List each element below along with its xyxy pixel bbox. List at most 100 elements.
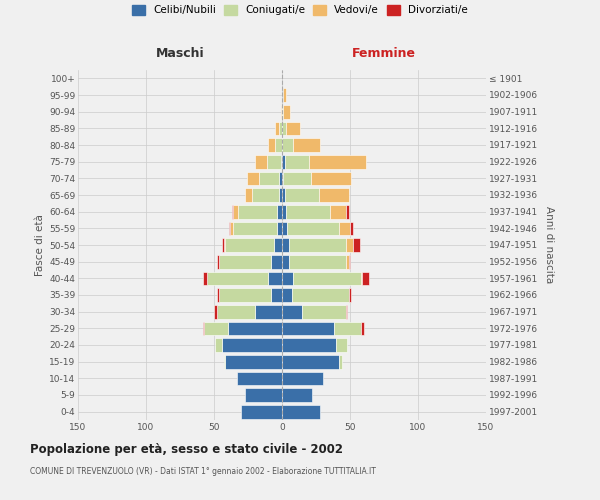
Bar	[220, 255, 271, 268]
Bar	[214, 305, 217, 318]
Bar	[217, 288, 220, 302]
Bar	[229, 222, 230, 235]
Bar	[285, 188, 319, 202]
Bar	[282, 238, 289, 252]
Bar	[207, 272, 268, 285]
Bar	[282, 338, 337, 352]
Bar	[245, 188, 252, 202]
Bar	[349, 255, 350, 268]
Bar	[241, 405, 282, 418]
Bar	[283, 105, 290, 118]
Bar	[293, 272, 361, 285]
Bar	[275, 138, 282, 152]
Bar	[287, 222, 339, 235]
Bar	[267, 155, 281, 168]
Bar	[349, 288, 352, 302]
Bar	[279, 122, 282, 135]
Bar	[282, 305, 302, 318]
Bar	[282, 405, 320, 418]
Bar	[279, 188, 282, 202]
Bar	[282, 388, 312, 402]
Bar	[277, 205, 282, 218]
Bar	[205, 322, 227, 335]
Bar	[281, 155, 282, 168]
Bar	[282, 122, 286, 135]
Bar	[339, 222, 350, 235]
Bar	[203, 322, 205, 335]
Bar	[302, 305, 346, 318]
Text: Femmine: Femmine	[352, 47, 416, 60]
Text: Maschi: Maschi	[155, 47, 205, 60]
Bar	[350, 222, 353, 235]
Bar	[224, 238, 225, 252]
Bar	[222, 238, 224, 252]
Bar	[346, 255, 349, 268]
Bar	[282, 205, 286, 218]
Bar	[271, 255, 282, 268]
Bar	[329, 205, 346, 218]
Bar	[282, 372, 323, 385]
Bar	[289, 255, 346, 268]
Bar	[247, 172, 259, 185]
Bar	[361, 322, 364, 335]
Bar	[215, 338, 222, 352]
Bar	[217, 305, 255, 318]
Bar	[339, 355, 342, 368]
Bar	[309, 155, 367, 168]
Text: Popolazione per età, sesso e stato civile - 2002: Popolazione per età, sesso e stato civil…	[30, 442, 343, 456]
Bar	[289, 238, 346, 252]
Bar	[274, 238, 282, 252]
Bar	[337, 338, 347, 352]
Bar	[275, 122, 279, 135]
Bar	[319, 188, 349, 202]
Bar	[203, 272, 207, 285]
Bar	[283, 88, 286, 102]
Bar	[282, 355, 339, 368]
Bar	[268, 138, 275, 152]
Bar	[311, 172, 352, 185]
Bar	[277, 222, 282, 235]
Bar	[286, 122, 299, 135]
Bar	[232, 205, 233, 218]
Bar	[362, 272, 369, 285]
Y-axis label: Anni di nascita: Anni di nascita	[544, 206, 554, 284]
Bar	[334, 322, 361, 335]
Bar	[282, 272, 293, 285]
Bar	[233, 205, 238, 218]
Bar	[281, 105, 282, 118]
Bar	[255, 155, 267, 168]
Bar	[224, 355, 225, 368]
Bar	[282, 172, 283, 185]
Bar	[282, 222, 287, 235]
Bar	[346, 238, 353, 252]
Bar	[293, 138, 320, 152]
Bar	[286, 205, 329, 218]
Bar	[282, 322, 334, 335]
Bar	[220, 288, 271, 302]
Bar	[353, 238, 359, 252]
Bar	[361, 272, 362, 285]
Bar	[279, 172, 282, 185]
Bar	[237, 372, 282, 385]
Bar	[225, 238, 274, 252]
Bar	[245, 388, 282, 402]
Bar	[282, 255, 289, 268]
Y-axis label: Fasce di età: Fasce di età	[35, 214, 45, 276]
Bar	[346, 205, 349, 218]
Bar	[255, 305, 282, 318]
Bar	[292, 288, 349, 302]
Bar	[238, 205, 277, 218]
Legend: Celibi/Nubili, Coniugati/e, Vedovi/e, Divorziati/e: Celibi/Nubili, Coniugati/e, Vedovi/e, Di…	[132, 5, 468, 15]
Bar	[346, 305, 347, 318]
Bar	[217, 255, 220, 268]
Bar	[282, 155, 285, 168]
Bar	[259, 172, 279, 185]
Bar	[222, 338, 282, 352]
Bar	[271, 288, 282, 302]
Bar	[268, 272, 282, 285]
Bar	[283, 172, 311, 185]
Text: COMUNE DI TREVENZUOLO (VR) - Dati ISTAT 1° gennaio 2002 - Elaborazione TUTTITALI: COMUNE DI TREVENZUOLO (VR) - Dati ISTAT …	[30, 468, 376, 476]
Bar	[233, 222, 277, 235]
Bar	[230, 222, 233, 235]
Bar	[282, 88, 283, 102]
